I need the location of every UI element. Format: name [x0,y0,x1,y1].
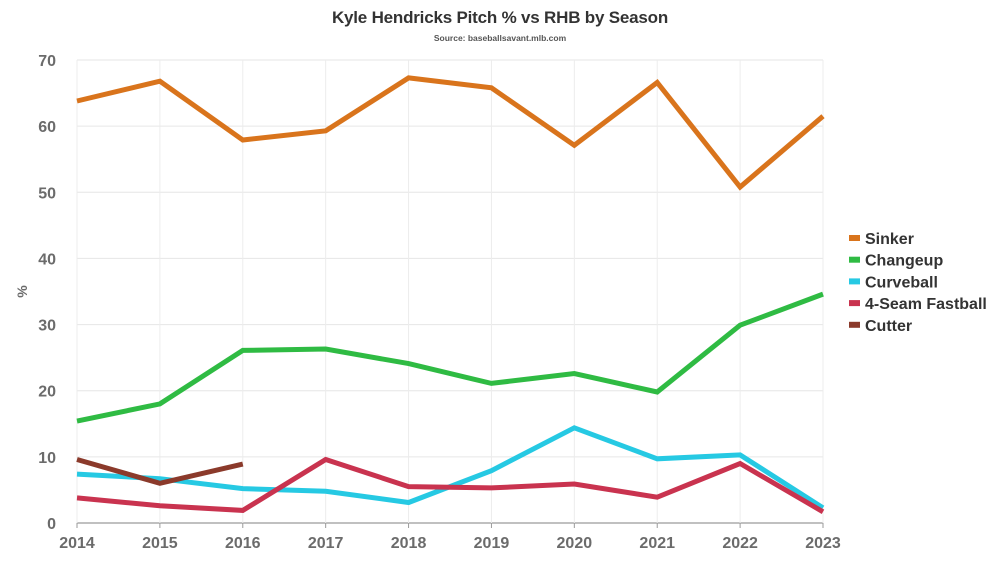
legend-swatch-sinker [849,235,860,241]
y-tick-label: 60 [38,119,56,136]
axes: 0 10 20 30 40 50 60 70 2014 2015 2016 2017 2018 2019 2… [14,53,841,552]
y-tick-label: 20 [38,384,56,401]
legend-swatch-changeup [849,256,860,263]
x-tick-label: 2018 [391,535,427,552]
series-line-curveball [76,425,825,510]
legend-label-cutter: Cutter [865,318,912,335]
x-tick-label: 2016 [225,535,261,552]
series-line-cutter [76,457,244,486]
x-tick-label: 2017 [308,535,344,552]
y-tick-label: 30 [38,318,56,335]
chart-title: Kyle Hendricks Pitch % vs RHB by Season [331,8,669,27]
legend: Sinker Changeup Curveball 4-Seam Fastball Cu… [849,231,987,335]
legend-label-sinker: Sinker [865,231,914,248]
y-tick-label: 10 [38,450,56,467]
legend-label-changeup: Changeup [865,253,943,270]
chart-subtitle: Source: baseballsavant.mlb.com [433,33,567,43]
y-tick-label: 50 [38,185,56,202]
x-tick-label: 2014 [59,535,95,552]
y-axis-label: % [14,285,30,298]
legend-label-4-seam-fastball: 4-Seam Fastball [865,296,987,313]
x-tick-label: 2022 [722,535,758,552]
x-tick-label: 2023 [805,535,841,552]
legend-label-curveball: Curveball [865,274,938,291]
y-tick-label: 70 [38,53,56,70]
x-tick-label: 2021 [639,535,675,552]
series-line-sinker [76,75,825,191]
legend-swatch-cutter [849,321,860,328]
x-tick-label: 2015 [142,535,178,552]
series-line-4-seam-fastball [76,456,825,514]
x-tick-label: 2020 [557,535,593,552]
y-tick-label: 40 [38,251,56,268]
legend-swatch-curveball [849,278,860,285]
y-tick-label: 0 [47,516,56,533]
series-lines [76,75,825,514]
series-line-changeup [76,291,824,424]
grid-lines [76,59,824,524]
x-tick-label: 2019 [474,535,510,552]
legend-swatch-4-seam-fastball [849,300,860,307]
